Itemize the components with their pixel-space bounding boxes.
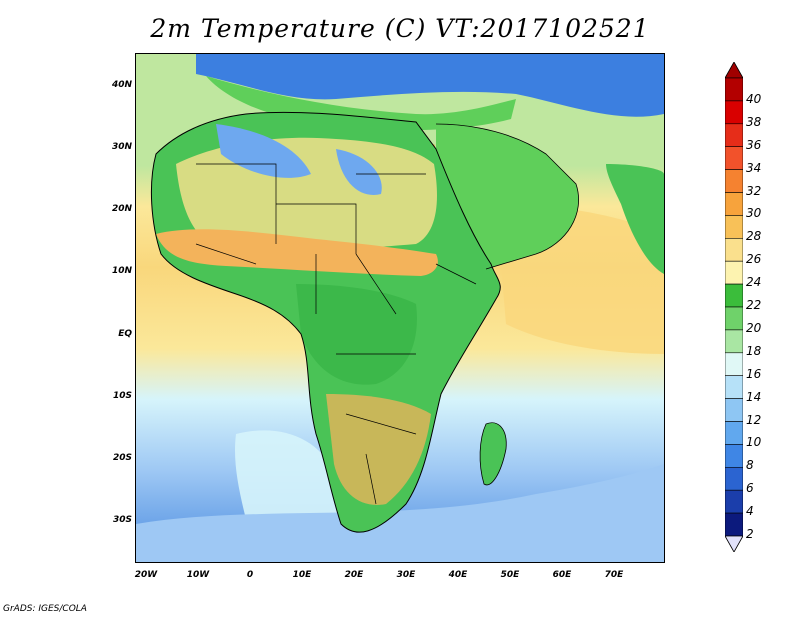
hoggar-cool bbox=[336, 149, 382, 195]
colorbar-swatch bbox=[724, 169, 744, 193]
colorbar-label: 30 bbox=[746, 206, 762, 221]
colorbar-label: 16 bbox=[746, 366, 762, 381]
colorbar-label: 26 bbox=[746, 252, 762, 267]
madagascar bbox=[479, 422, 507, 486]
colorbar-label: 18 bbox=[746, 343, 762, 358]
africa-coastline bbox=[150, 111, 501, 533]
colorbar-swatch bbox=[724, 123, 744, 147]
lon-label: 10E bbox=[292, 570, 312, 580]
colorbar-swatch bbox=[724, 77, 744, 102]
lat-label: 10S bbox=[112, 391, 132, 401]
colorbar-swatch bbox=[724, 146, 744, 170]
lat-label: EQ bbox=[118, 329, 132, 339]
colorbar-label: 28 bbox=[746, 229, 762, 244]
lon-label: 50E bbox=[500, 570, 520, 580]
colorbar-swatch bbox=[724, 489, 744, 514]
colorbar-label: 38 bbox=[746, 114, 762, 129]
colorbar-label: 22 bbox=[746, 298, 762, 312]
atlas-cool bbox=[216, 124, 311, 178]
colorbar-label: 34 bbox=[746, 160, 762, 175]
colorbar-swatch bbox=[724, 421, 744, 445]
colorbar-top-arrow bbox=[724, 61, 744, 79]
colorbar-swatch bbox=[724, 444, 744, 468]
chart-title: 2m Temperature (C) VT:2017102521 bbox=[150, 14, 650, 43]
map-canvas bbox=[136, 54, 664, 562]
lon-label: 60E bbox=[552, 570, 572, 580]
lat-label: 20N bbox=[111, 204, 132, 214]
colorbar-label: 4 bbox=[746, 504, 754, 519]
colorbar-label: 14 bbox=[746, 389, 762, 404]
colorbar-label: 32 bbox=[746, 183, 762, 198]
colorbar-label: 36 bbox=[746, 137, 762, 152]
southern-savanna bbox=[326, 394, 431, 505]
colorbar-swatch bbox=[724, 238, 744, 262]
colorbar-label: 2 bbox=[746, 527, 754, 541]
colorbar-label: 8 bbox=[746, 458, 754, 473]
sahel bbox=[156, 229, 438, 276]
colorbar-graphic bbox=[724, 61, 744, 553]
lon-label: 0 bbox=[246, 570, 254, 580]
lon-label: 20W bbox=[134, 570, 158, 580]
india bbox=[606, 164, 664, 274]
lon-label: 20E bbox=[344, 570, 364, 580]
colorbar-swatch bbox=[724, 260, 744, 285]
colorbar-label: 24 bbox=[746, 275, 762, 290]
colorbar-swatch bbox=[724, 375, 744, 399]
colorbar-label: 20 bbox=[746, 320, 762, 335]
arabia-coastline bbox=[435, 123, 579, 270]
colorbar-swatch bbox=[724, 466, 744, 491]
footer-credit: GrADS: IGES/COLA bbox=[3, 604, 87, 614]
colorbar-swatch bbox=[724, 100, 744, 125]
temperature-map bbox=[135, 53, 665, 563]
colorbar bbox=[724, 61, 744, 553]
country-borders bbox=[195, 163, 477, 505]
lon-label: 40E bbox=[448, 570, 468, 580]
colorbar-swatch bbox=[724, 352, 744, 376]
colorbar-label: 40 bbox=[746, 91, 762, 106]
colorbar-swatch bbox=[724, 329, 744, 354]
colorbar-swatch bbox=[724, 283, 744, 308]
lon-label: 30E bbox=[396, 570, 416, 580]
colorbar-bottom-arrow bbox=[724, 535, 744, 553]
colorbar-label: 12 bbox=[746, 412, 762, 427]
lon-label: 70E bbox=[604, 570, 624, 580]
lat-label: 30N bbox=[111, 142, 132, 152]
lat-label: 30S bbox=[112, 515, 132, 525]
lat-label: 10N bbox=[111, 266, 132, 276]
colorbar-swatch bbox=[724, 306, 744, 331]
south-ocean-band bbox=[136, 464, 664, 562]
colorbar-label: 10 bbox=[746, 435, 762, 450]
congo bbox=[296, 284, 417, 385]
lat-label: 20S bbox=[112, 453, 132, 463]
lat-label: 40N bbox=[111, 80, 132, 90]
colorbar-label: 6 bbox=[746, 481, 754, 496]
colorbar-swatch bbox=[724, 192, 744, 216]
colorbar-swatch bbox=[724, 512, 744, 537]
colorbar-swatch bbox=[724, 215, 744, 239]
europe bbox=[196, 54, 664, 117]
colorbar-swatch bbox=[724, 398, 744, 422]
lon-label: 10W bbox=[186, 570, 210, 580]
